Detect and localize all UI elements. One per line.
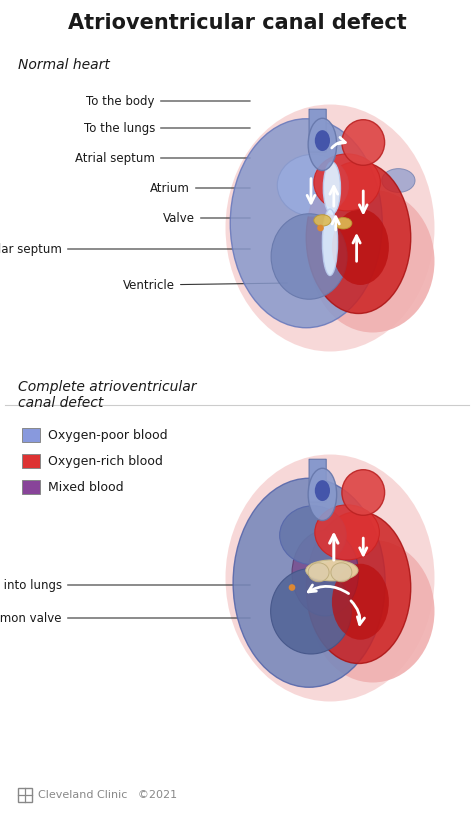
Ellipse shape	[306, 512, 411, 663]
Text: Oxygen-poor blood: Oxygen-poor blood	[48, 429, 168, 441]
FancyBboxPatch shape	[22, 480, 40, 494]
Ellipse shape	[317, 225, 324, 231]
Ellipse shape	[230, 119, 382, 328]
Text: One common valve: One common valve	[0, 611, 250, 625]
Text: Ventricular septum: Ventricular septum	[0, 243, 250, 255]
FancyBboxPatch shape	[309, 109, 326, 152]
Text: Atrium: Atrium	[150, 182, 250, 194]
Text: Mixed blood: Mixed blood	[48, 481, 124, 494]
Text: Backflow into lungs: Backflow into lungs	[0, 579, 250, 592]
Text: To the body: To the body	[86, 95, 250, 108]
Text: Ventricle: Ventricle	[123, 278, 287, 291]
Ellipse shape	[308, 119, 337, 170]
FancyBboxPatch shape	[22, 454, 40, 468]
Ellipse shape	[315, 480, 330, 501]
Text: To the lungs: To the lungs	[83, 122, 250, 134]
Ellipse shape	[311, 540, 435, 682]
Ellipse shape	[292, 531, 358, 616]
Ellipse shape	[323, 162, 340, 214]
Ellipse shape	[342, 470, 384, 515]
Ellipse shape	[314, 154, 380, 211]
Ellipse shape	[335, 217, 352, 229]
Text: Complete atrioventricular: Complete atrioventricular	[18, 380, 197, 394]
Ellipse shape	[271, 214, 347, 300]
Ellipse shape	[332, 209, 389, 285]
FancyBboxPatch shape	[22, 428, 40, 442]
Ellipse shape	[315, 130, 330, 151]
Ellipse shape	[322, 209, 337, 276]
Ellipse shape	[306, 560, 358, 581]
FancyBboxPatch shape	[309, 459, 326, 502]
Ellipse shape	[314, 215, 331, 226]
Ellipse shape	[271, 569, 351, 654]
Ellipse shape	[306, 161, 411, 314]
Ellipse shape	[308, 563, 329, 582]
Ellipse shape	[332, 564, 389, 639]
Ellipse shape	[342, 119, 384, 165]
Text: Atrial septum: Atrial septum	[75, 151, 250, 165]
Text: canal defect: canal defect	[18, 396, 103, 410]
Text: Valve: Valve	[163, 212, 250, 225]
Ellipse shape	[315, 504, 379, 560]
Ellipse shape	[233, 478, 385, 687]
Text: Oxygen-rich blood: Oxygen-rich blood	[48, 454, 163, 467]
Ellipse shape	[311, 190, 435, 332]
Ellipse shape	[226, 454, 435, 701]
Text: Cleveland Clinic   ©2021: Cleveland Clinic ©2021	[38, 790, 177, 800]
Ellipse shape	[382, 169, 415, 193]
Text: Atrioventricular canal defect: Atrioventricular canal defect	[68, 13, 406, 33]
Ellipse shape	[331, 563, 352, 582]
Ellipse shape	[289, 584, 295, 591]
Text: Normal heart: Normal heart	[18, 58, 110, 72]
Ellipse shape	[226, 105, 435, 351]
Ellipse shape	[280, 506, 346, 565]
Ellipse shape	[308, 468, 337, 520]
Ellipse shape	[277, 155, 348, 216]
